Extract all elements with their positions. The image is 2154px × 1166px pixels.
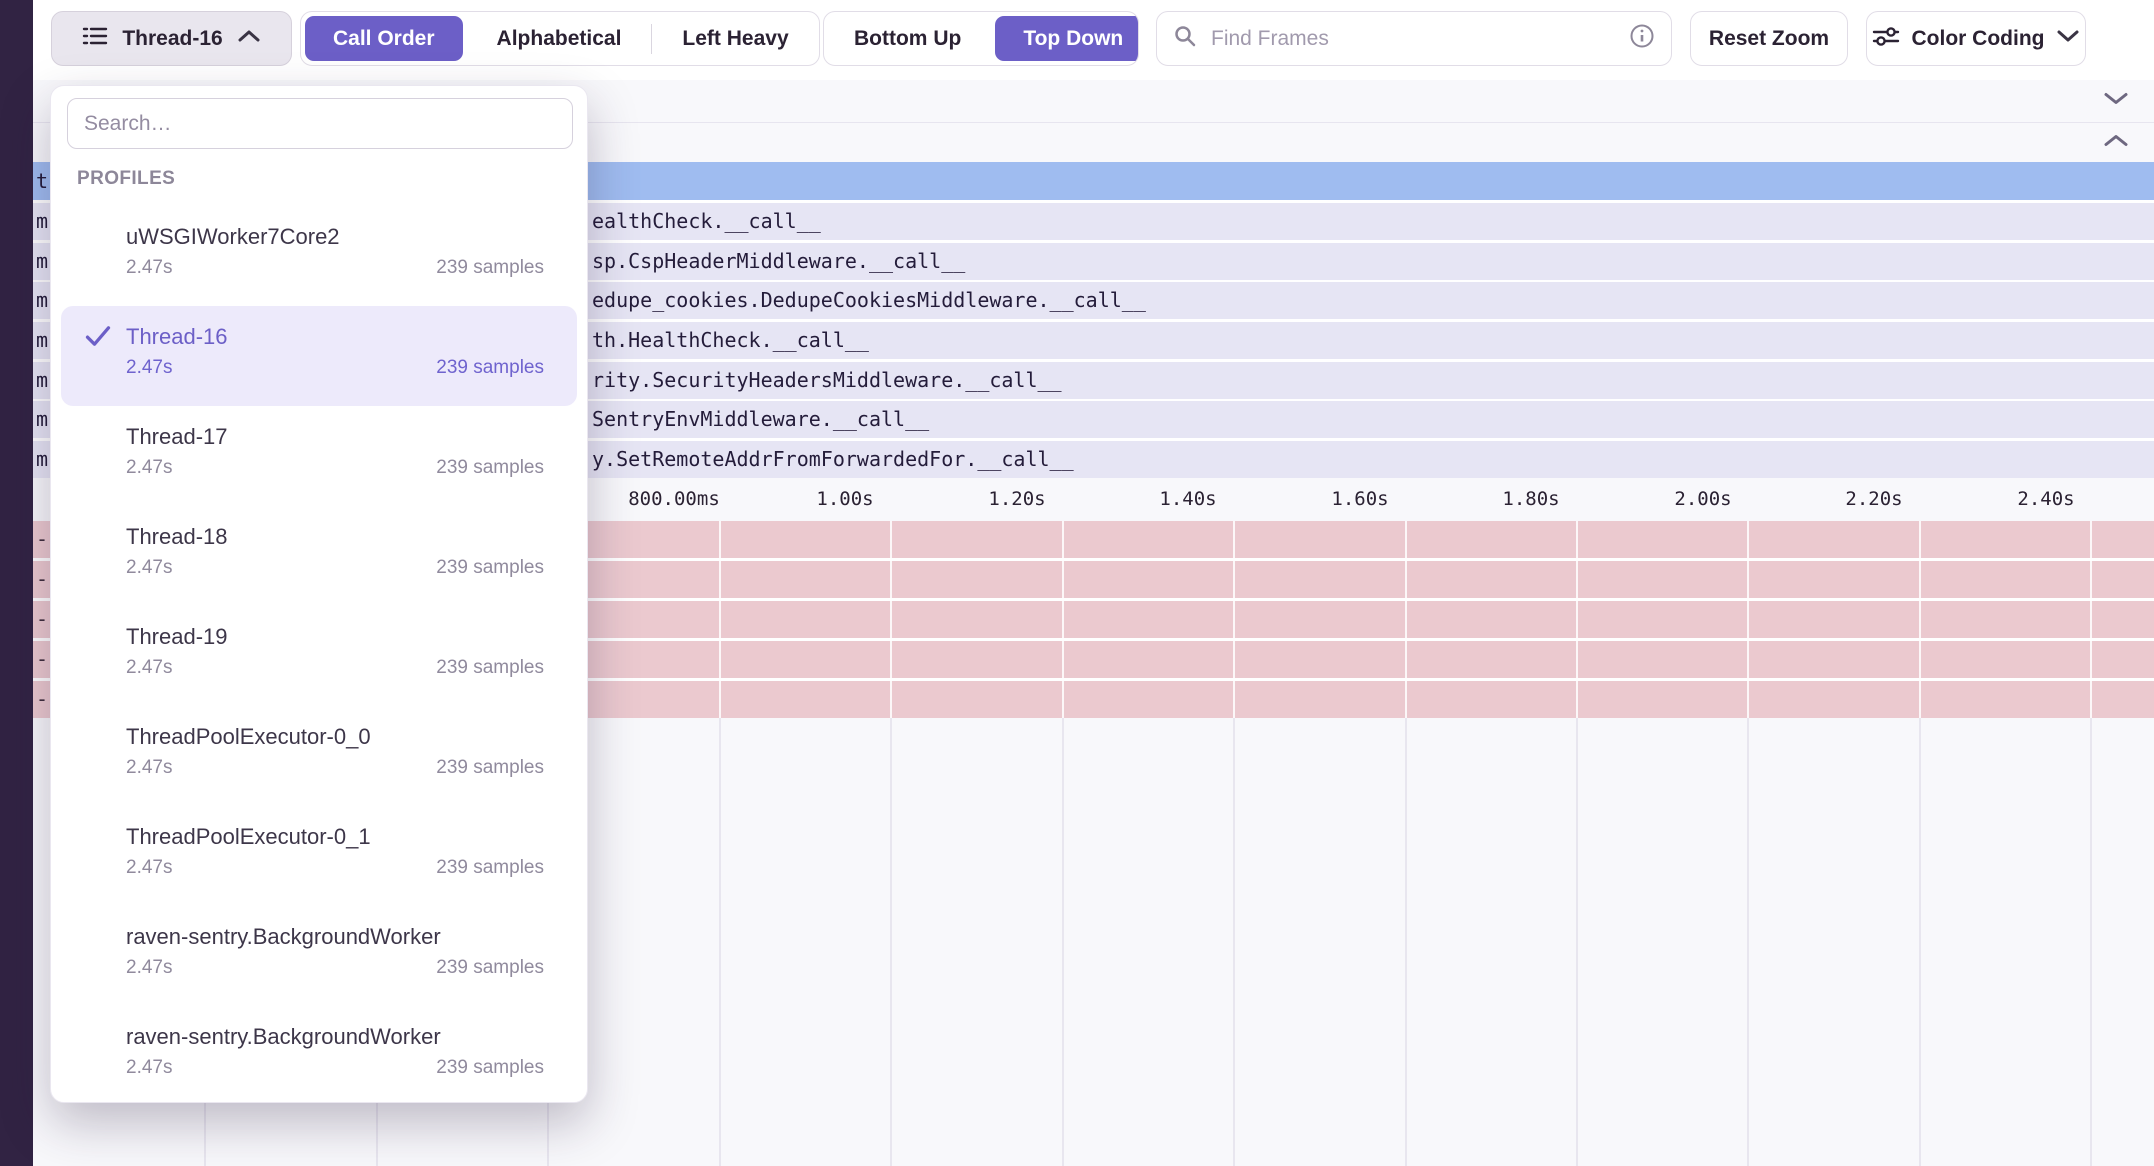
frame-label: rity.SecurityHeadersMiddleware.__call__ [592,368,1062,392]
axis-tick: 1.80s [1502,488,1560,510]
sort-alphabetical-button[interactable]: Alphabetical [496,26,622,50]
frame-edge-fragment: m [36,328,49,352]
find-frames-field [1156,11,1672,66]
direction-top-down-button[interactable]: Top Down [995,16,1138,61]
profiles-section-label: PROFILES [77,168,176,189]
profile-name: ThreadPoolExecutor-0_0 [126,724,371,749]
frame-edge-fragment: - [36,687,49,711]
axis-tick: 1.00s [816,488,874,510]
sliders-icon [1872,24,1900,53]
segment-divider [651,23,653,54]
frame-label: y.SetRemoteAddrFromForwardedFor.__call__ [592,447,1074,471]
profile-duration: 2.47s [126,757,173,778]
panel-expand-chevron-down-icon[interactable] [2102,91,2130,112]
frame-edge-fragment: m [36,368,49,392]
profile-name: ThreadPoolExecutor-0_1 [126,824,371,849]
reset-zoom-button[interactable]: Reset Zoom [1690,11,1848,66]
profile-option[interactable]: Thread-17 2.47s 239 samples [61,406,577,506]
axis-tick: 2.40s [2017,488,2075,510]
thread-selector-button[interactable]: Thread-16 [51,11,292,66]
dropdown-search-input[interactable] [67,98,573,149]
profile-name: raven-sentry.BackgroundWorker [126,924,441,949]
profile-duration: 2.47s [126,457,173,478]
thread-selector-label: Thread-16 [122,26,223,50]
direction-segmented-control: Bottom Up Top Down [823,11,1139,66]
axis-tick: 2.20s [1845,488,1903,510]
color-coding-button[interactable]: Color Coding [1866,11,2086,66]
app-sidebar-rail [0,0,33,1166]
axis-tick: 1.40s [1159,488,1217,510]
frame-label: edupe_cookies.DedupeCookiesMiddleware.__… [592,288,1146,312]
thread-selector-dropdown: PROFILES uWSGIWorker7Core2 2.47s 239 sam… [50,85,588,1103]
color-coding-label: Color Coding [1911,26,2045,50]
axis-tick: 1.20s [988,488,1046,510]
frame-text-fragment: t [36,169,49,193]
sort-call-order-button[interactable]: Call Order [305,16,463,61]
profile-option[interactable]: Thread-18 2.47s 239 samples [61,506,577,606]
profile-option[interactable]: ThreadPoolExecutor-0_1 2.47s 239 samples [61,806,577,906]
frame-label: ealthCheck.__call__ [592,209,821,233]
info-icon[interactable] [1629,23,1655,54]
profile-samples: 239 samples [436,257,544,278]
chevron-up-icon [237,29,261,48]
axis-tick: 1.60s [1331,488,1389,510]
profile-option-selected[interactable]: Thread-16 2.47s 239 samples [61,306,577,406]
profile-samples: 239 samples [436,757,544,778]
frame-label: sp.CspHeaderMiddleware.__call__ [592,249,966,273]
profile-samples: 239 samples [436,457,544,478]
sort-left-heavy-button[interactable]: Left Heavy [682,26,789,50]
profile-name: Thread-18 [126,524,228,549]
profile-samples: 239 samples [436,657,544,678]
frame-edge-fragment: - [36,527,49,551]
profile-duration: 2.47s [126,257,173,278]
search-icon [1173,24,1197,53]
frame-edge-fragment: m [36,447,49,471]
frame-edge-fragment: m [36,249,49,273]
frame-label: th.HealthCheck.__call__ [592,328,869,352]
profile-duration: 2.47s [126,1057,173,1078]
profile-option[interactable]: Thread-19 2.47s 239 samples [61,606,577,706]
profile-name: Thread-16 [126,324,228,349]
frame-label: SentryEnvMiddleware.__call__ [592,407,930,431]
frame-edge-fragment: - [36,607,49,631]
checkmark-icon [84,322,112,355]
profile-option[interactable]: raven-sentry.BackgroundWorker 2.47s 239 … [61,906,577,1006]
panel-collapse-chevron-up-icon[interactable] [2102,132,2130,153]
frame-edge-fragment: m [36,407,49,431]
profile-samples: 239 samples [436,857,544,878]
profile-samples: 239 samples [436,557,544,578]
find-frames-input[interactable] [1209,25,1617,52]
profile-samples: 239 samples [436,1057,544,1078]
profile-name: uWSGIWorker7Core2 [126,224,340,249]
profile-duration: 2.47s [126,657,173,678]
flamegraph-toolbar: Thread-16 Call Order Alphabetical Left H… [33,0,2154,81]
profile-duration: 2.47s [126,957,173,978]
sort-mode-segmented-control: Call Order Alphabetical Left Heavy [300,11,820,66]
frame-edge-fragment: m [36,209,49,233]
profile-name: Thread-17 [126,424,228,449]
profile-duration: 2.47s [126,857,173,878]
frame-edge-fragment: - [36,647,49,671]
profile-name: Thread-19 [126,624,228,649]
axis-tick: 2.00s [1674,488,1732,510]
reset-zoom-label: Reset Zoom [1708,26,1830,50]
profile-name: raven-sentry.BackgroundWorker [126,1024,441,1049]
axis-tick: 800.00ms [628,488,720,510]
profile-samples: 239 samples [436,957,544,978]
profile-option[interactable]: raven-sentry.BackgroundWorker 2.47s 239 … [61,1006,577,1106]
profile-option[interactable]: ThreadPoolExecutor-0_0 2.47s 239 samples [61,706,577,806]
profile-duration: 2.47s [126,357,173,378]
profile-duration: 2.47s [126,557,173,578]
frame-edge-fragment: m [36,288,49,312]
chevron-down-icon [2056,29,2080,48]
frame-edge-fragment: - [36,567,49,591]
thread-list-icon [82,24,108,53]
direction-bottom-up-button[interactable]: Bottom Up [854,26,962,50]
profile-samples: 239 samples [436,357,544,378]
profile-option[interactable]: uWSGIWorker7Core2 2.47s 239 samples [61,206,577,306]
